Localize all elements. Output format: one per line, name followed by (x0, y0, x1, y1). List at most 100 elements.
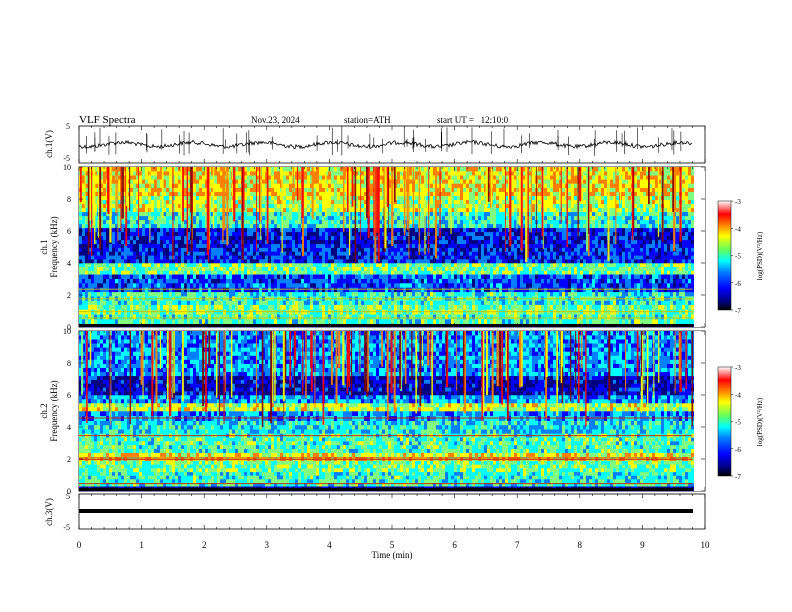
spectrogram-cell (385, 278, 388, 284)
spectrogram-cell (268, 191, 271, 197)
spectrogram-cell (364, 203, 367, 209)
spectrogram-cell (85, 266, 88, 271)
spectrogram-cell (160, 300, 163, 305)
spectrogram-cell (370, 274, 373, 279)
spectrogram-cell (205, 300, 208, 305)
spectrogram-cell (103, 319, 106, 325)
spectrogram-cell (295, 223, 298, 229)
spectrogram-cell (427, 259, 430, 264)
spectrogram-cell (97, 266, 100, 271)
spectrogram-cell (154, 223, 157, 229)
spectrogram-cell (349, 207, 352, 213)
spectrogram-cell (202, 283, 205, 288)
spectrogram-cell (211, 191, 214, 197)
spectrogram-cell (226, 278, 229, 284)
spectrogram-cell (187, 283, 190, 288)
spectrogram-cell (319, 215, 322, 221)
spectrogram-cell (151, 270, 154, 275)
spectrogram-cell (262, 183, 265, 188)
spectrogram-cell (262, 203, 265, 209)
spectrogram-cell (301, 259, 304, 264)
spectrogram-cell (202, 319, 205, 325)
spectrogram-cell (445, 187, 448, 192)
spectrogram-cell (157, 300, 160, 305)
spectrogram-cell (349, 259, 352, 264)
spectrogram-cell (85, 263, 88, 267)
spectrogram-cell (358, 263, 361, 267)
spectrogram-cell (112, 247, 115, 252)
spectrogram-cell (94, 211, 97, 217)
spectrogram-cell (160, 263, 163, 267)
spectrogram-cell (244, 263, 247, 267)
spectrogram-cell (358, 223, 361, 229)
spectrogram-cell (316, 235, 319, 241)
spectrogram-cell (274, 171, 277, 176)
spectrogram-cell (298, 300, 301, 305)
spectrogram-cell (145, 171, 148, 176)
spectrogram-cell (103, 179, 106, 184)
spectrogram-cell (325, 314, 328, 320)
spectrogram-cell (406, 319, 409, 325)
spectrogram-cell (358, 251, 361, 256)
spectrogram-cell (103, 175, 106, 180)
spectrogram-cell (106, 259, 109, 264)
spectrogram-cell (346, 223, 349, 229)
spectrogram-cell (352, 304, 355, 310)
spectrogram-cell (193, 195, 196, 201)
spectrogram-cell (160, 203, 163, 209)
spectrogram-cell (346, 263, 349, 267)
spectrogram-cell (343, 247, 346, 252)
spectrogram-cell (409, 263, 412, 267)
spectrogram-cell (118, 195, 121, 201)
spectrogram-cell (334, 259, 337, 264)
spectrogram-cell (178, 187, 181, 192)
spectrogram-cell (256, 283, 259, 288)
spectrogram-cell (112, 319, 115, 325)
spectrogram-cell (115, 251, 118, 256)
spectrogram-cell (397, 167, 400, 172)
spectrogram-cell (127, 175, 130, 180)
spectrogram-cell (175, 251, 178, 256)
spectrogram-cell (400, 199, 403, 205)
spectrogram-cell (160, 235, 163, 241)
spectrogram-cell (436, 278, 439, 284)
spectrogram-cell (316, 300, 319, 305)
spectrogram-cell (442, 171, 445, 176)
spectrogram-cell (271, 259, 274, 264)
spectrogram-cell (298, 227, 301, 233)
spectrogram-cell (184, 215, 187, 221)
spectrogram-cell (160, 223, 163, 229)
spectrogram-cell (316, 270, 319, 275)
spectrogram-cell (103, 300, 106, 305)
spectrogram-cell (340, 219, 343, 225)
spectrogram-cell (85, 259, 88, 264)
spectrogram-cell (337, 283, 340, 288)
spectrogram-cell (379, 319, 382, 325)
spectrogram-cell (253, 319, 256, 325)
spectrogram-cell (331, 171, 334, 176)
spectrogram-cell (94, 183, 97, 188)
spectrogram-cell (343, 243, 346, 248)
spectrogram-cell (193, 203, 196, 209)
spectrogram-cell (175, 223, 178, 229)
spectrogram-cell (181, 255, 184, 260)
spectrogram-cell (79, 314, 82, 320)
spectrogram-cell (169, 183, 172, 188)
spectrogram-cell (154, 227, 157, 233)
spectrogram-cell (325, 243, 328, 248)
spectrogram-cell (85, 179, 88, 184)
spectrogram-cell (100, 171, 103, 176)
spectrogram-cell (430, 319, 433, 325)
spectrogram-cell (391, 304, 394, 310)
spectrogram-cell (376, 263, 379, 267)
spectrogram-cell (388, 175, 391, 180)
spectrogram-cell (79, 274, 82, 279)
spectrogram-cell (367, 304, 370, 310)
spectrogram-cell (241, 278, 244, 284)
spectrogram-cell (331, 223, 334, 229)
spectrogram-cell (421, 219, 424, 225)
spectrogram-cell (235, 167, 238, 172)
spectrogram-cell (340, 259, 343, 264)
spectrogram-cell (409, 235, 412, 241)
spectrogram-cell (373, 278, 376, 284)
